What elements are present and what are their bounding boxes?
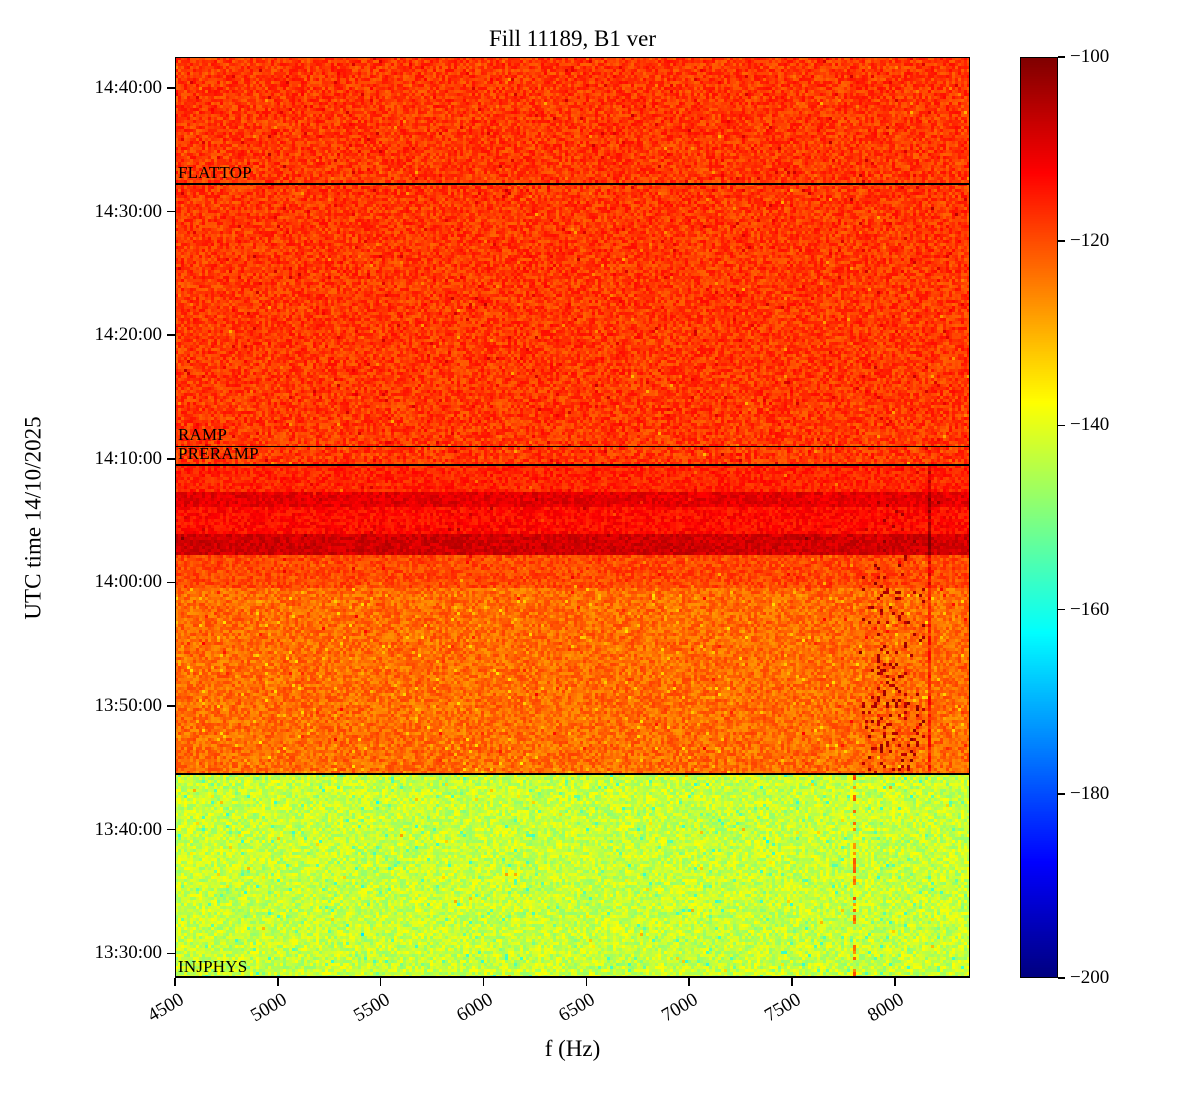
annotation-label: INJPHYS bbox=[178, 957, 248, 976]
annotation-label: FLATTOP bbox=[178, 162, 252, 182]
x-tick-label: 4500 bbox=[144, 989, 188, 1027]
y-tick-label: 14:10:00 bbox=[94, 447, 162, 469]
colorbar bbox=[1020, 57, 1058, 978]
x-tick-mark bbox=[688, 978, 690, 986]
y-tick-mark bbox=[167, 705, 175, 707]
annotation-line bbox=[175, 182, 970, 185]
x-tick-mark bbox=[379, 978, 382, 986]
colorbar-tick-label: −180 bbox=[1070, 782, 1110, 804]
y-tick-mark bbox=[167, 210, 175, 213]
colorbar-tick-label: −140 bbox=[1070, 414, 1110, 436]
x-tick-mark bbox=[277, 978, 279, 986]
colorbar-tick-mark bbox=[1058, 56, 1065, 58]
y-tick-label: 13:30:00 bbox=[94, 942, 162, 964]
x-axis-label: f (Hz) bbox=[544, 1036, 601, 1061]
y-tick-mark bbox=[167, 828, 175, 831]
colorbar-tick-label: −160 bbox=[1070, 598, 1110, 620]
colorbar-tick-label: −120 bbox=[1070, 230, 1110, 252]
annotation-label: RAMP bbox=[178, 425, 227, 445]
colorbar-tick-mark bbox=[1058, 424, 1065, 427]
y-tick-mark bbox=[167, 952, 175, 955]
colorbar-tick-label: −200 bbox=[1070, 967, 1110, 988]
colorbar-tick-mark bbox=[1058, 608, 1065, 611]
spectrogram-heatmap bbox=[175, 57, 970, 978]
x-tick-mark bbox=[894, 978, 896, 986]
y-tick-label: 14:20:00 bbox=[94, 324, 162, 346]
colorbar-tick-mark bbox=[1058, 977, 1065, 979]
annotation-line bbox=[175, 773, 970, 775]
annotation-label: PRERAMP bbox=[178, 443, 259, 463]
y-tick-mark bbox=[167, 581, 175, 584]
annotation-line bbox=[175, 976, 970, 978]
y-tick-mark bbox=[167, 334, 175, 336]
y-tick-mark bbox=[167, 458, 175, 460]
chart-title: Fill 11189, B1 ver bbox=[489, 26, 656, 51]
y-tick-label: 14:40:00 bbox=[94, 76, 162, 98]
colorbar-tick-mark bbox=[1058, 793, 1065, 795]
y-tick-label: 13:40:00 bbox=[94, 818, 162, 840]
y-tick-label: 13:50:00 bbox=[94, 695, 162, 717]
annotation-line bbox=[175, 445, 970, 448]
x-tick-mark bbox=[174, 978, 176, 986]
x-tick-mark bbox=[585, 978, 588, 986]
y-tick-mark bbox=[167, 87, 175, 89]
x-tick-mark bbox=[791, 978, 793, 986]
y-tick-label: 14:30:00 bbox=[94, 200, 162, 222]
annotation-line bbox=[175, 464, 970, 466]
colorbar-tick-mark bbox=[1058, 240, 1065, 242]
x-tick-mark bbox=[482, 978, 485, 986]
y-tick-label: 14:00:00 bbox=[94, 571, 162, 593]
colorbar-tick-label: −100 bbox=[1070, 46, 1110, 67]
